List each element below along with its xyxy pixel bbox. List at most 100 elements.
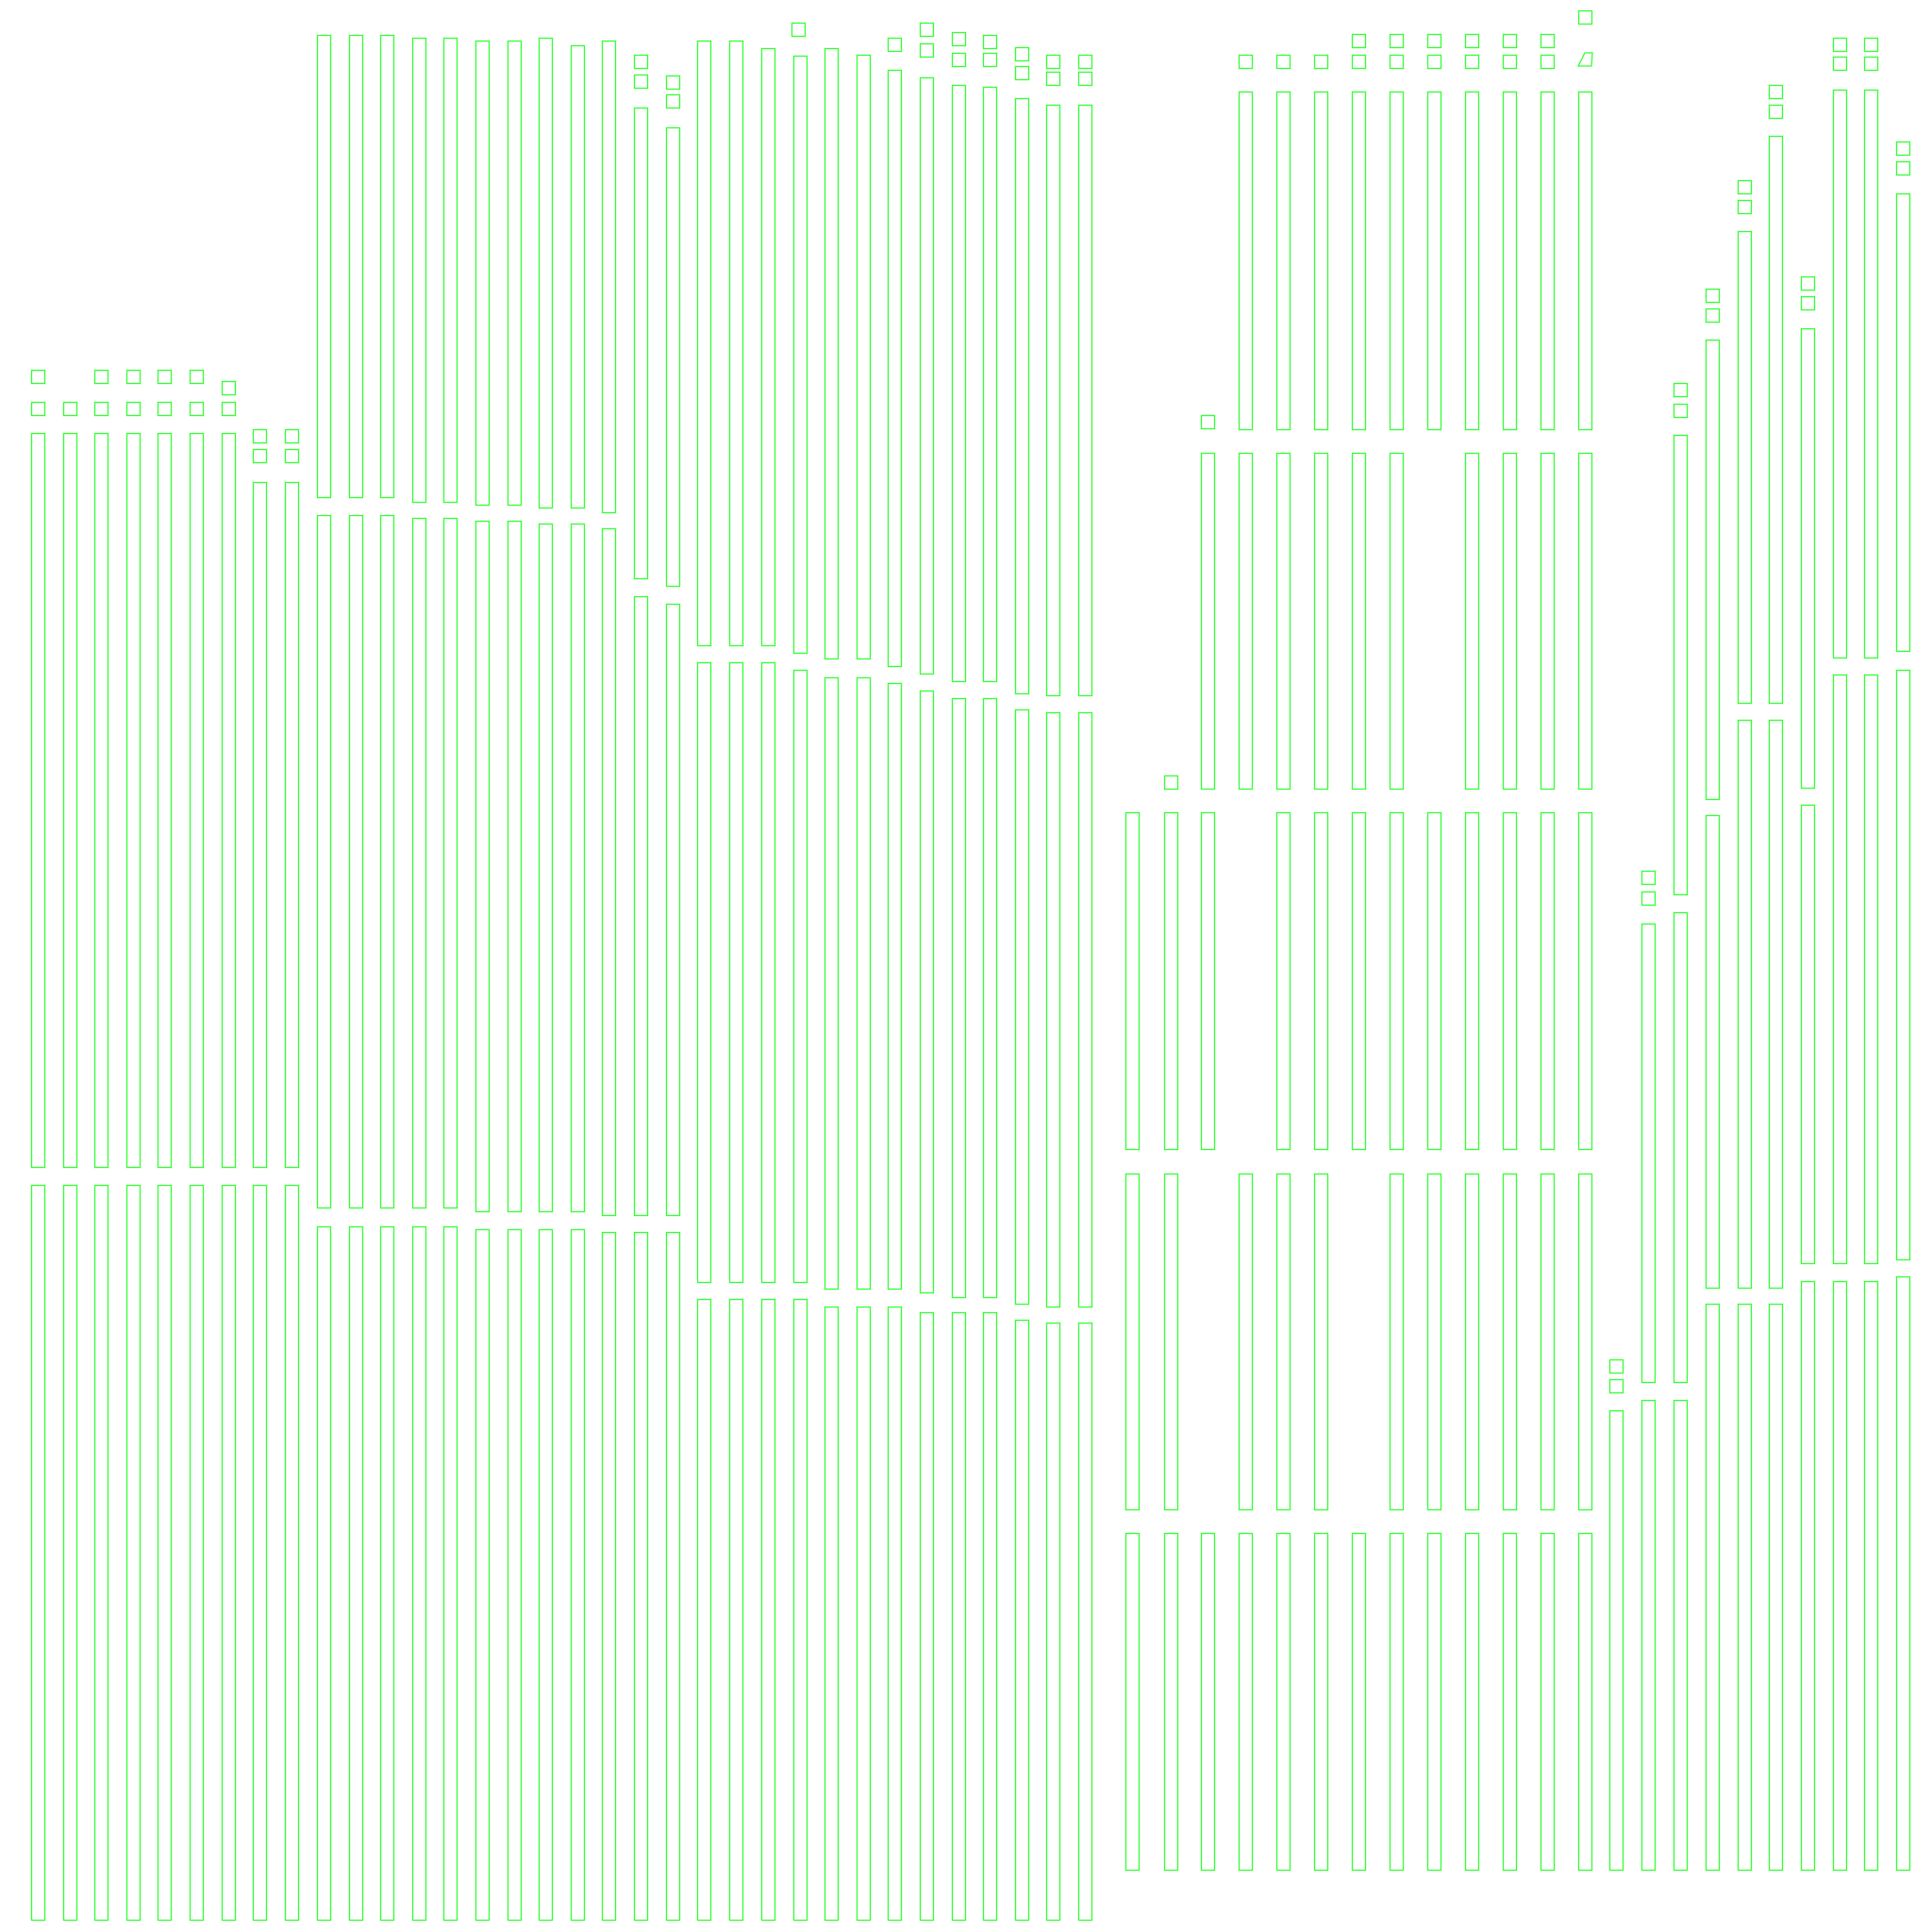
tall-rect bbox=[696, 1298, 712, 1922]
tall-rect bbox=[1641, 1399, 1657, 1872]
tall-rect bbox=[951, 84, 967, 683]
small-square-marker bbox=[189, 401, 205, 417]
tall-rect bbox=[887, 69, 903, 668]
small-square-marker bbox=[1502, 54, 1518, 70]
tall-rect bbox=[1389, 811, 1405, 1151]
tall-rect bbox=[30, 1184, 46, 1922]
tall-rect bbox=[919, 690, 935, 1294]
tall-rect bbox=[1464, 91, 1480, 431]
tall-rect bbox=[1077, 711, 1093, 1308]
tall-rect bbox=[1464, 1173, 1480, 1511]
tall-rect bbox=[62, 1184, 78, 1922]
tall-rect bbox=[919, 76, 935, 675]
tall-rect bbox=[887, 682, 903, 1291]
tall-rect bbox=[538, 523, 554, 1213]
tall-rect bbox=[601, 527, 617, 1217]
small-square-marker bbox=[284, 428, 300, 444]
tall-rect bbox=[1577, 811, 1593, 1151]
tall-rect bbox=[284, 1184, 300, 1922]
small-square-marker bbox=[284, 448, 300, 464]
tall-rect bbox=[1014, 1319, 1030, 1922]
tall-rect bbox=[1832, 674, 1848, 1265]
small-square-marker bbox=[1502, 33, 1518, 49]
small-square-marker bbox=[665, 75, 681, 91]
tall-rect bbox=[1163, 1173, 1179, 1511]
tall-rect bbox=[284, 481, 300, 1169]
tall-rect bbox=[507, 520, 523, 1213]
tall-rect bbox=[1540, 1532, 1556, 1872]
tall-rect bbox=[1737, 719, 1753, 1290]
tall-rect bbox=[538, 37, 554, 509]
tall-rect bbox=[633, 595, 649, 1217]
small-square-marker bbox=[221, 380, 237, 396]
tall-rect bbox=[93, 1184, 109, 1922]
small-square-marker bbox=[1389, 54, 1405, 70]
small-square-marker bbox=[1641, 870, 1657, 886]
tall-rect bbox=[1641, 923, 1657, 1384]
tall-rect bbox=[507, 40, 523, 507]
tall-rect bbox=[1863, 89, 1879, 659]
small-square-marker bbox=[1540, 33, 1556, 49]
small-square-marker bbox=[1045, 54, 1061, 70]
tall-rect bbox=[1768, 719, 1784, 1290]
tall-rect bbox=[1313, 91, 1329, 431]
small-square-marker bbox=[951, 31, 967, 47]
tall-rect bbox=[1351, 91, 1367, 431]
small-square-marker bbox=[1577, 9, 1593, 25]
tall-rect bbox=[1502, 811, 1518, 1151]
small-square-marker bbox=[93, 401, 109, 417]
small-square-marker bbox=[189, 369, 205, 385]
tall-rect bbox=[157, 432, 173, 1169]
tall-rect bbox=[1800, 804, 1816, 1265]
tall-rect bbox=[1275, 452, 1291, 791]
small-square-marker bbox=[1163, 774, 1179, 791]
tall-rect bbox=[601, 40, 617, 514]
tall-rect bbox=[1800, 327, 1816, 790]
tall-rect bbox=[442, 37, 458, 504]
tall-rect bbox=[1238, 1173, 1254, 1511]
small-square-marker bbox=[1673, 382, 1689, 398]
tall-rect bbox=[1313, 811, 1329, 1151]
tall-rect bbox=[1863, 1280, 1879, 1872]
tall-rect bbox=[221, 1184, 237, 1922]
tall-rect bbox=[1832, 89, 1848, 659]
tall-rect bbox=[1426, 91, 1442, 431]
parallelogram-marker bbox=[1576, 52, 1593, 67]
tall-rect bbox=[1045, 104, 1061, 697]
tall-rect bbox=[1238, 91, 1254, 431]
tall-rect bbox=[1124, 1173, 1141, 1511]
tall-rect bbox=[1200, 1532, 1216, 1872]
tall-rect bbox=[348, 34, 364, 499]
tall-rect bbox=[475, 1228, 491, 1922]
tall-rect bbox=[411, 37, 427, 504]
tall-rect bbox=[824, 47, 840, 660]
small-square-marker bbox=[157, 401, 173, 417]
small-square-marker bbox=[1768, 84, 1784, 100]
small-square-marker bbox=[1737, 179, 1753, 195]
tall-rect bbox=[1238, 452, 1254, 791]
tall-rect bbox=[1832, 1280, 1848, 1872]
tall-rect bbox=[1673, 434, 1689, 896]
tall-rect bbox=[1200, 452, 1216, 791]
tall-rect bbox=[442, 517, 458, 1209]
tall-rect bbox=[1608, 1409, 1624, 1872]
small-square-marker bbox=[1608, 1358, 1624, 1374]
tall-rect bbox=[316, 1225, 332, 1922]
tall-rect bbox=[1502, 1532, 1518, 1872]
tall-rect bbox=[982, 1311, 998, 1922]
small-square-marker bbox=[30, 369, 46, 385]
tall-rect bbox=[93, 432, 109, 1169]
tall-rect bbox=[507, 1228, 523, 1922]
small-square-marker bbox=[1045, 71, 1061, 87]
tall-rect bbox=[1351, 452, 1367, 791]
tall-rect bbox=[1895, 192, 1911, 653]
tall-rect bbox=[379, 34, 395, 499]
tall-rect bbox=[570, 523, 586, 1213]
tall-rect bbox=[1577, 91, 1593, 431]
tall-rect bbox=[696, 661, 712, 1284]
tall-rect bbox=[1540, 452, 1556, 791]
tall-rect bbox=[475, 40, 491, 507]
tall-rect bbox=[1673, 911, 1689, 1384]
tall-rect bbox=[792, 669, 808, 1284]
